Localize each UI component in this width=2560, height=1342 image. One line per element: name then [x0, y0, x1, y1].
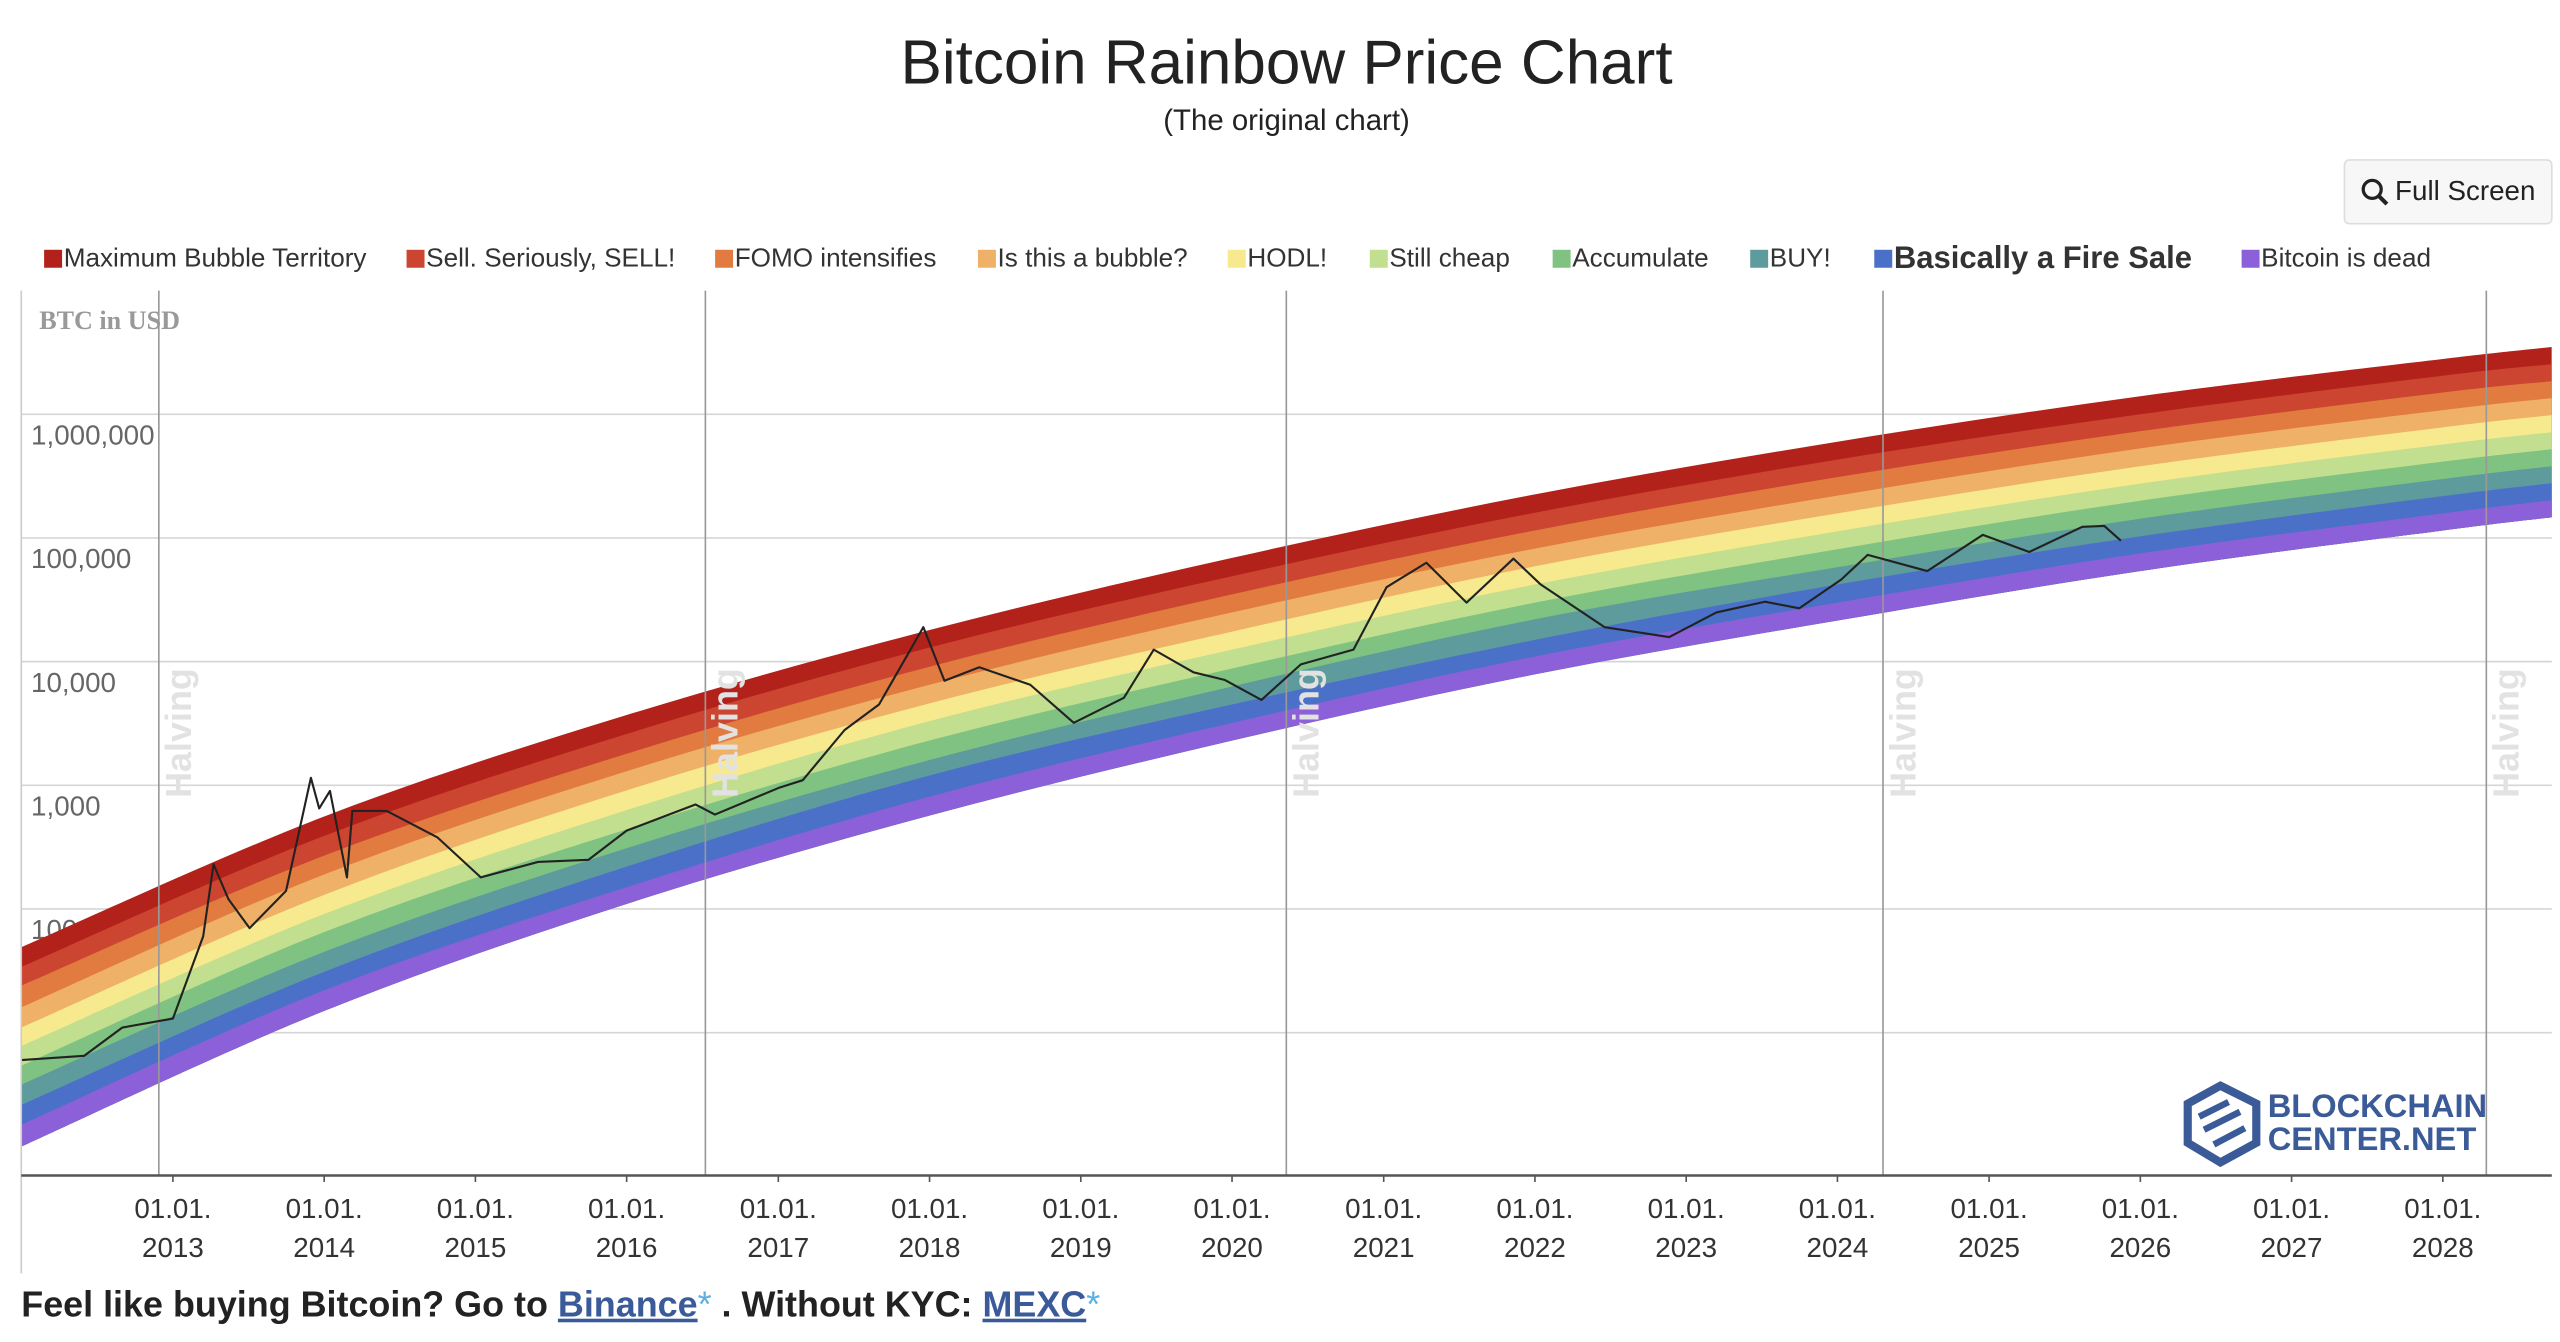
x-tick-label-box: 01.01. 2013 — [134, 1193, 212, 1264]
x-tick-label: 01.01. 2023 — [1647, 1193, 1725, 1264]
x-tick-label-box: 01.01. 2016 — [588, 1193, 666, 1264]
x-tick-label: 01.01. 2026 — [2101, 1193, 2179, 1264]
legend-label: Is this a bubble? — [998, 242, 1188, 272]
x-tick-label: 01.01. 2018 — [890, 1193, 969, 1264]
x-tick-label-box: 01.01. 2024 — [1798, 1193, 1876, 1264]
x-tick-label-box: 01.01. 2014 — [285, 1193, 363, 1264]
x-tick-label-box: 01.01. 2025 — [1950, 1193, 2028, 1264]
footer-text: . Without KYC: — [712, 1284, 983, 1325]
chart-title: Bitcoin Rainbow Price Chart — [900, 28, 1672, 97]
legend-label: Sell. Seriously, SELL! — [426, 242, 675, 272]
legend-label: Still cheap — [1389, 242, 1509, 272]
legend-swatch — [715, 249, 734, 268]
price-line — [21, 524, 2122, 1062]
footnote-star: * — [1086, 1284, 1100, 1325]
footnote-star: * — [698, 1284, 712, 1325]
x-tick-label: 01.01. 2015 — [436, 1193, 514, 1264]
footer-text: Feel like buying Bitcoin? Go to — [21, 1284, 558, 1325]
legend-swatch — [977, 249, 996, 268]
legend-label: BUY! — [1770, 242, 1831, 272]
x-tick-label-box: 01.01. 2026 — [2101, 1193, 2179, 1264]
halving-label: Halving — [2486, 668, 2527, 798]
x-tick-label: 01.01. 2022 — [1496, 1193, 1574, 1264]
legend-swatch — [2241, 249, 2260, 268]
x-tick-label-box: 01.01. 2018 — [890, 1193, 969, 1264]
binance-link[interactable]: Binance — [558, 1284, 698, 1325]
halving-label: Halving — [1286, 668, 1327, 798]
mexc-link[interactable]: MEXC — [982, 1284, 1086, 1325]
y-tick-label: 1,000 — [31, 790, 100, 821]
legend-swatch — [1750, 249, 1769, 268]
x-tick-label: 01.01. 2020 — [1193, 1193, 1271, 1264]
x-tick-label: 01.01. 2016 — [588, 1193, 666, 1264]
y-tick-label: 10,000 — [31, 667, 116, 698]
x-tick-label-box: 01.01. 2022 — [1496, 1193, 1574, 1264]
watermark-text: BLOCKCHAIN — [2268, 1087, 2487, 1124]
x-tick-label-box: 01.01. 2015 — [436, 1193, 514, 1264]
y-tick-label: 1,000,000 — [31, 419, 154, 450]
button-label[interactable]: Full Screen — [2395, 175, 2535, 206]
legend-label: Maximum Bubble Territory — [64, 242, 367, 272]
x-tick-label: 01.01. 2017 — [739, 1193, 817, 1264]
x-tick-label-box: 01.01. 2017 — [739, 1193, 817, 1264]
rainbow — [21, 346, 2552, 1147]
legend-label: HODL! — [1247, 242, 1327, 272]
x-tick-label: 01.01. 2027 — [2252, 1193, 2331, 1264]
x-tick-label: 01.01. 2021 — [1345, 1193, 1423, 1264]
button-frame[interactable] — [2343, 159, 2553, 225]
x-tick-label: 01.01. 2028 — [2404, 1193, 2482, 1264]
chart-subtitle: (The original chart) — [1163, 104, 1410, 137]
x-tick-label: 01.01. 2013 — [134, 1193, 212, 1264]
watermark-icon — [2183, 1081, 2261, 1168]
x-tick-label: 01.01. 2025 — [1950, 1193, 2028, 1264]
legend-swatch — [1369, 249, 1388, 268]
x-tick-label-box: 01.01. 2020 — [1193, 1193, 1271, 1264]
fullscreen-button[interactable]: Full Screen — [2343, 159, 2553, 225]
watermark-text: CENTER.NET — [2268, 1120, 2477, 1157]
footer: Feel like buying Bitcoin? Go to Binance*… — [21, 1284, 1100, 1325]
zoom-icon-handle — [2377, 194, 2389, 206]
x-tick-label-box: 01.01. 2019 — [1042, 1193, 1120, 1264]
legend-swatch — [406, 249, 425, 268]
y-tick-label: 100,000 — [31, 543, 131, 574]
x-tick-label-box: 01.01. 2027 — [2252, 1193, 2331, 1264]
legend-swatch — [1552, 249, 1571, 268]
legend-label: Basically a Fire Sale — [1894, 240, 2192, 275]
plot-area: 101001,00010,000100,0001,000,000HalvingH… — [20, 290, 2552, 1274]
legend-label: Bitcoin is dead — [2261, 242, 2431, 272]
halving-label: Halving — [1882, 668, 1923, 798]
x-tick-label: 01.01. 2019 — [1042, 1193, 1120, 1264]
legend-swatch — [1227, 249, 1246, 268]
halving-label: Halving — [158, 668, 199, 798]
halving-label: Halving — [705, 668, 746, 798]
x-tick-label-box: 01.01. 2028 — [2404, 1193, 2482, 1264]
x-tick-label: 01.01. 2014 — [285, 1193, 363, 1264]
watermark-icon — [2197, 1099, 2247, 1148]
x-tick-label-box: 01.01. 2021 — [1345, 1193, 1423, 1264]
legend-swatch — [44, 249, 63, 268]
y-axis-label: BTC in USD — [39, 306, 180, 335]
legend-label: FOMO intensifies — [735, 242, 937, 272]
legend-swatch — [1874, 249, 1893, 268]
zoom-icon — [2361, 178, 2383, 200]
legend-label: Accumulate — [1572, 242, 1708, 272]
x-tick-label: 01.01. 2024 — [1798, 1193, 1876, 1264]
x-tick-label-box: 01.01. 2023 — [1647, 1193, 1725, 1264]
